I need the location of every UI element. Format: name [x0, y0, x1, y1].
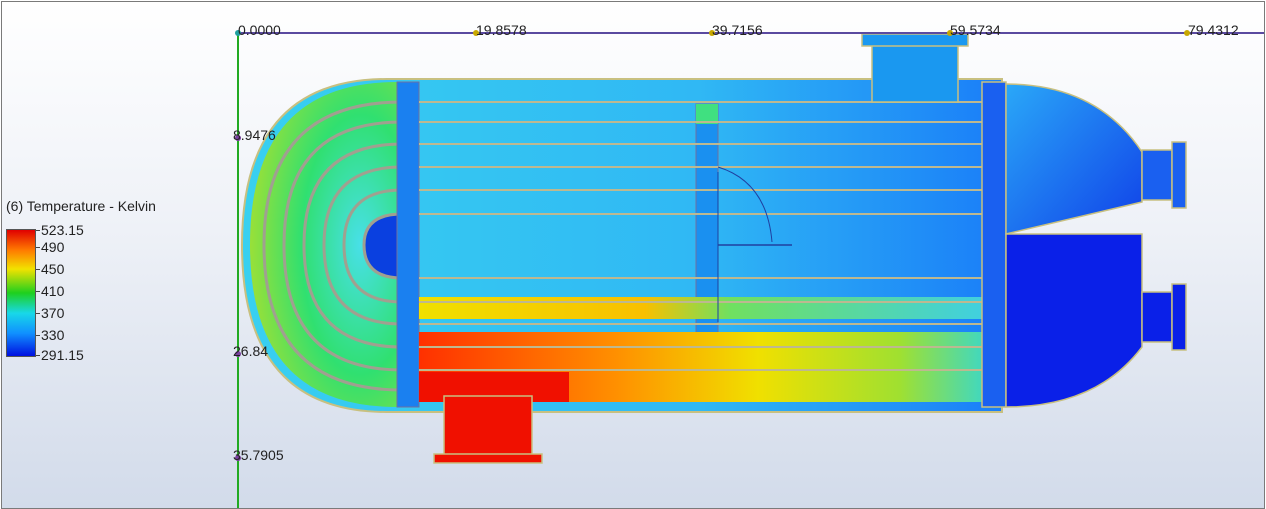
- exchanger-shell: [240, 33, 1187, 464]
- legend-tick: [36, 269, 40, 270]
- ruler-y-marker: [235, 351, 241, 357]
- legend-tick: [36, 335, 40, 336]
- legend-color-bar: [6, 229, 36, 357]
- ruler-x-label: 39.7156: [712, 22, 763, 38]
- legend-label: 490: [41, 239, 65, 255]
- legend-label: 330: [41, 327, 65, 343]
- ruler-x-origin-label: 0.0000: [238, 22, 281, 38]
- legend-tick: [36, 355, 40, 356]
- legend-title: (6) Temperature - Kelvin: [6, 198, 156, 214]
- ruler-y-label: 26.84: [233, 343, 269, 359]
- legend-tick: [36, 291, 40, 292]
- ruler-x-label: 59.5734: [950, 22, 1001, 38]
- ruler-x-marker: [473, 30, 479, 36]
- legend-label: 370: [41, 305, 65, 321]
- legend-max-label: 523.15: [41, 222, 84, 238]
- ruler-x-label: 19.8578: [476, 22, 527, 38]
- ruler-x-marker: [1184, 30, 1190, 36]
- legend-label: 410: [41, 283, 65, 299]
- ruler-y-marker: [235, 455, 241, 461]
- ruler-x-label: 79.4312: [1188, 22, 1239, 38]
- legend-tick: [36, 230, 40, 231]
- ruler-x-marker: [947, 30, 953, 36]
- legend-label: 450: [41, 261, 65, 277]
- ruler-y-label: 35.7905: [233, 447, 284, 463]
- legend-tick: [36, 247, 40, 248]
- legend-tick: [36, 313, 40, 314]
- ruler-x-marker: [709, 30, 715, 36]
- ruler-y-label: 8.9476: [233, 127, 276, 143]
- ruler-y-marker: [235, 135, 241, 141]
- ruler-x-origin-marker: [235, 30, 241, 36]
- temperature-legend: (6) Temperature - Kelvin 523.15 490 450 …: [2, 192, 232, 382]
- legend-min-label: 291.15: [41, 347, 84, 363]
